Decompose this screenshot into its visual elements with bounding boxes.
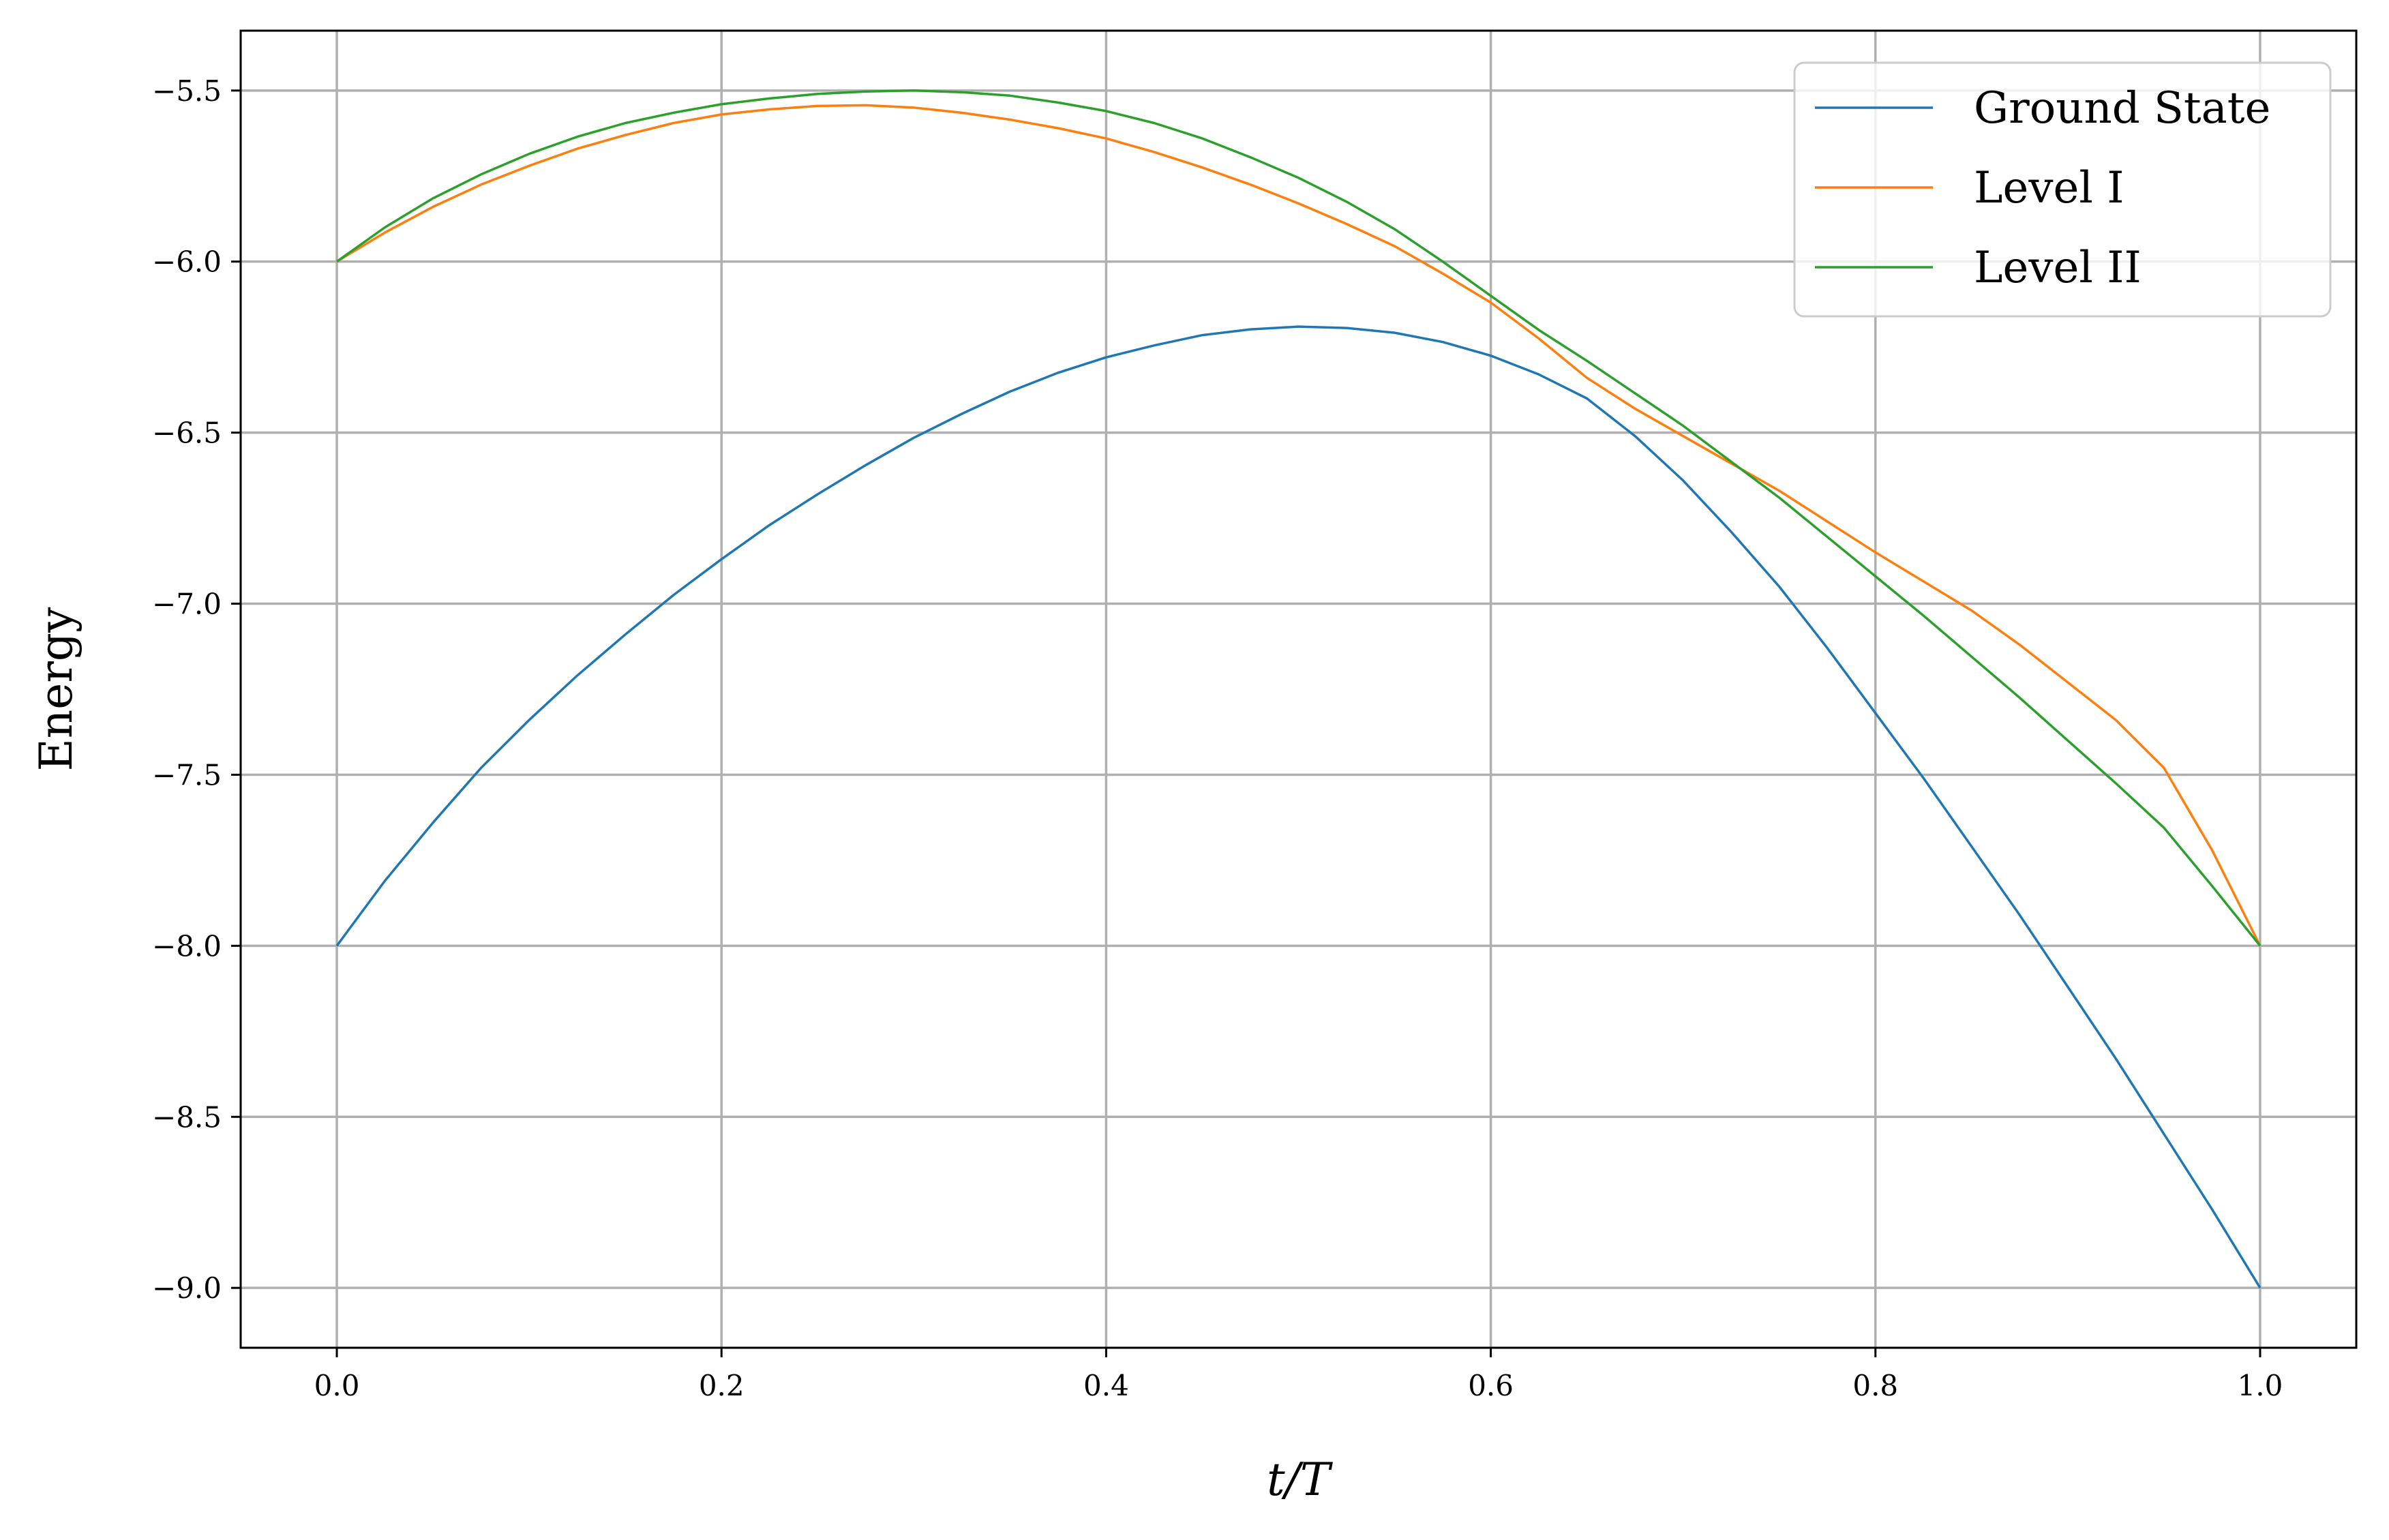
y-tick-label: −8.5: [152, 1100, 222, 1134]
y-tick-label: −9.0: [152, 1271, 222, 1305]
x-tick-label: 0.6: [1468, 1369, 1514, 1402]
grid: [241, 31, 2356, 1348]
legend-entry-label: Ground State: [1974, 83, 2270, 134]
x-tick-label: 0.2: [699, 1369, 745, 1402]
x-axis-label: t/T: [1267, 1453, 1334, 1506]
legend: Ground State Level I Level II: [1793, 61, 2332, 318]
series-line-ground-state: [335, 325, 2262, 1289]
legend-box: [1793, 61, 2332, 318]
series-line-level-i: [336, 104, 2262, 947]
y-tick-label: −6.0: [152, 245, 222, 279]
y-tick-label: −5.5: [152, 74, 222, 108]
y-axis-label: Energy: [30, 607, 82, 772]
x-tick-label: 0.8: [1852, 1369, 1898, 1402]
plot-area-frame: [239, 29, 2358, 1349]
y-tick-label: −7.0: [152, 588, 222, 621]
series-lines: [335, 89, 2262, 1289]
axis-ticks: 0.0 0.2 0.4 0.6 0.8 1.0 −5.5 −6.0 −6.5 −7.0 −7.5 −8…: [152, 74, 2283, 1402]
x-tick-label: 0.0: [314, 1369, 360, 1402]
y-tick-label: −6.5: [152, 417, 222, 450]
legend-entry-label: Level II: [1974, 243, 2142, 293]
series-line-level-ii: [335, 89, 2262, 947]
y-tick-label: −7.5: [152, 758, 222, 791]
x-tick-label: 0.4: [1083, 1369, 1129, 1402]
x-tick-label: 1.0: [2238, 1369, 2283, 1402]
legend-entry-label: Level I: [1974, 163, 2124, 213]
y-tick-label: −8.0: [152, 929, 222, 963]
